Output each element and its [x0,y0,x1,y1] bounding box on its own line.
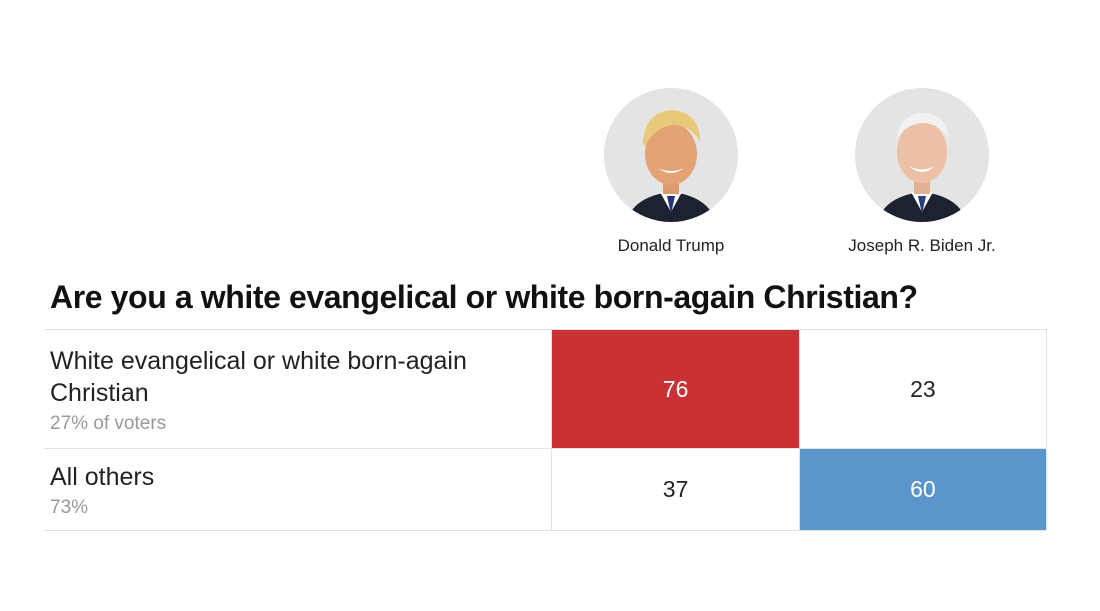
row-label-cell: All others 73% [44,448,552,531]
biden-portrait-icon [855,88,989,222]
value-cell: 60 [798,448,1048,531]
row-label-cell: White evangelical or white born-again Ch… [44,329,552,449]
candidate-trump: Donald Trump [571,88,771,256]
candidate-name: Donald Trump [617,236,725,255]
group-label: White evangelical or white born-again Ch… [50,347,467,407]
value-cell: 23 [798,329,1048,449]
value-cell: 76 [551,329,800,449]
table-row: White evangelical or white born-again Ch… [44,329,1048,449]
candidate-name: Joseph R. Biden Jr. [848,236,996,255]
trump-portrait-icon [604,88,738,222]
candidate-biden: Joseph R. Biden Jr. [822,88,1022,256]
group-share: 27% of voters [50,413,167,434]
results-table: White evangelical or white born-again Ch… [44,329,1048,531]
group-share: 73% [50,496,89,518]
group-label: All others [50,462,155,491]
table-row: All others 73% 37 60 [44,448,1048,531]
value-cell: 37 [551,448,800,531]
chart-title: Are you a white evangelical or white bor… [50,279,918,315]
